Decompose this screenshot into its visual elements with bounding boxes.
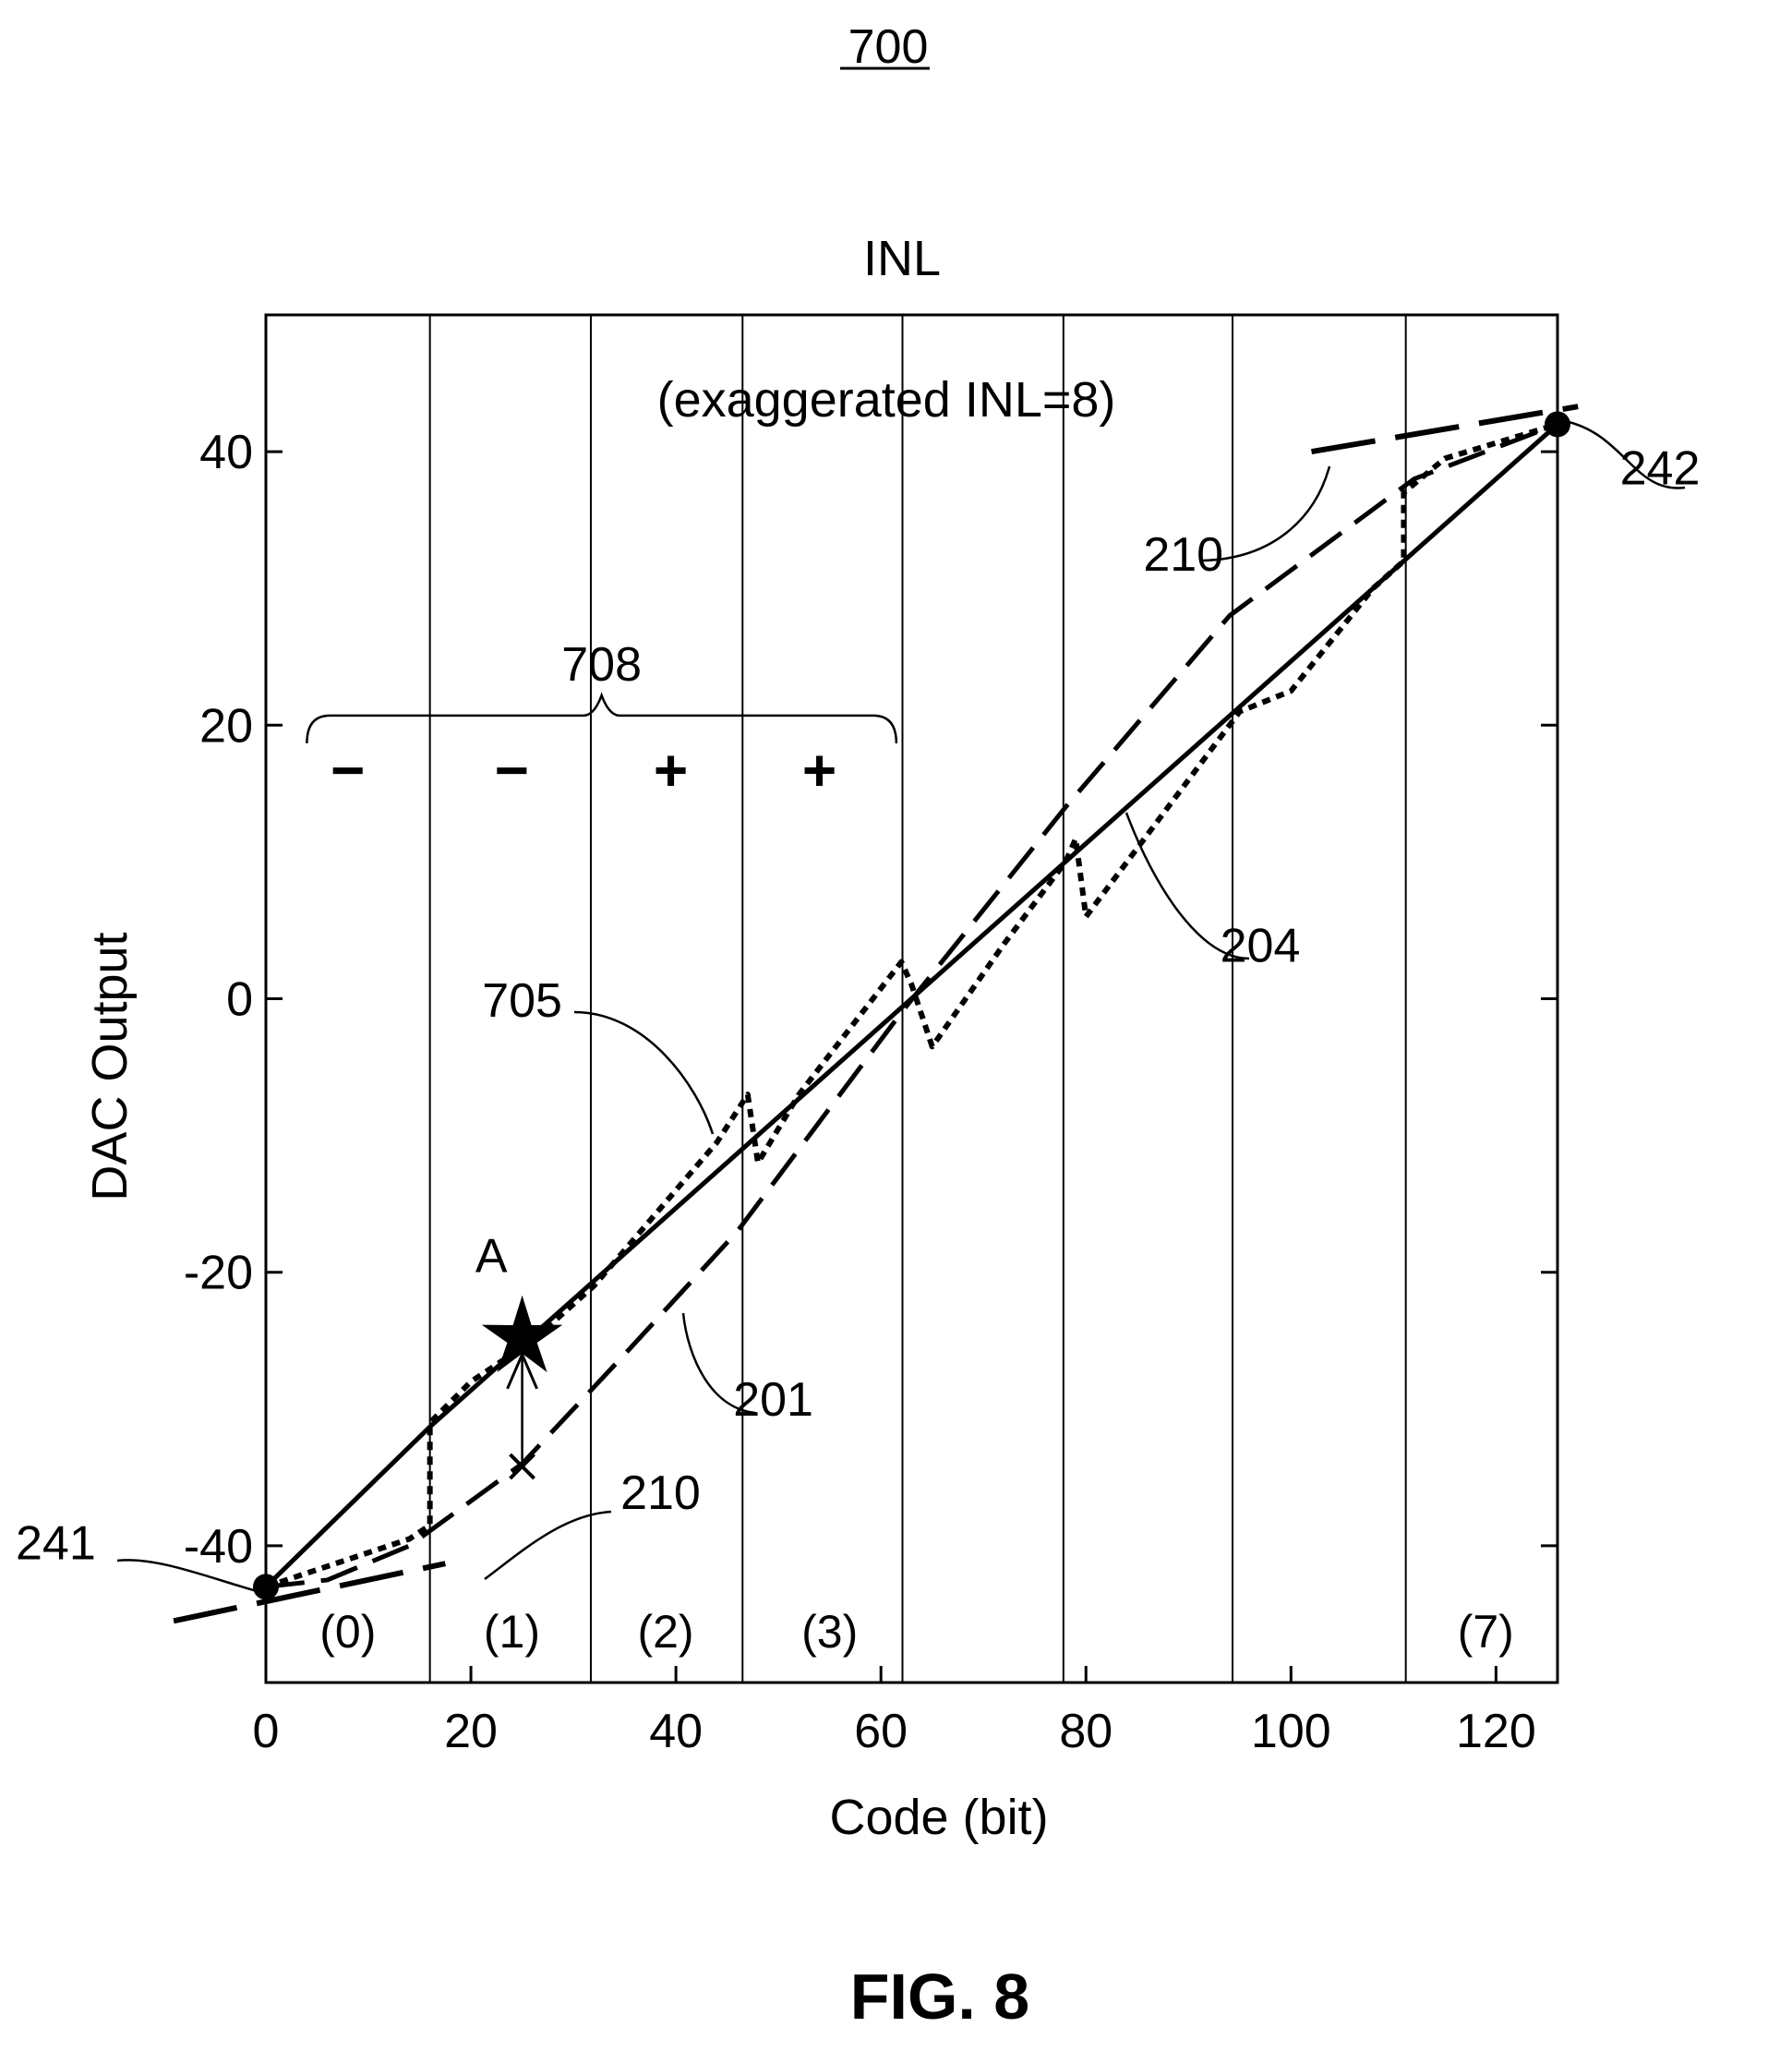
segment-label: (2) bbox=[637, 1606, 693, 1658]
star-marker-A bbox=[481, 1295, 563, 1372]
chart-subtitle: (exaggerated INL=8) bbox=[657, 372, 1116, 428]
offset-arrow-head bbox=[506, 1351, 538, 1390]
leader-242 bbox=[1564, 419, 1686, 489]
annotation-204: 204 bbox=[1221, 920, 1301, 973]
x-marker bbox=[509, 1453, 535, 1480]
series-201-line bbox=[265, 422, 1558, 1589]
segment-labels: (0) (1) (2) (3) (7) bbox=[319, 1606, 1514, 1658]
bracket-curve bbox=[306, 692, 898, 743]
annotation-210: 210 bbox=[620, 1466, 701, 1520]
x-tick-label: 20 bbox=[444, 1705, 498, 1758]
sign-label: − bbox=[495, 737, 529, 803]
bracket-label: 708 bbox=[561, 638, 642, 692]
y-tick-label: 0 bbox=[226, 973, 253, 1027]
leader-lines bbox=[116, 419, 1686, 1595]
y-tick-label: 20 bbox=[199, 699, 253, 753]
series-204-line bbox=[264, 422, 1559, 1589]
leader-201 bbox=[681, 1312, 756, 1415]
y-axis-label: DAC Output bbox=[82, 932, 138, 1200]
x-tick-label: 120 bbox=[1456, 1705, 1536, 1758]
figure-caption: FIG. 8 bbox=[850, 1961, 1029, 2033]
y-tick-label: -20 bbox=[184, 1247, 253, 1300]
leader-241 bbox=[116, 1559, 264, 1595]
series-210-part-0-line bbox=[173, 1561, 446, 1624]
annotation-201: 201 bbox=[733, 1373, 813, 1427]
x-tick-label: 0 bbox=[253, 1705, 280, 1758]
sign-label: + bbox=[802, 737, 836, 803]
segment-label: (7) bbox=[1458, 1606, 1514, 1658]
endpoint-241 bbox=[253, 1574, 279, 1600]
axis-ticks: 0 20 40 60 80 100 120 -40 -20 0 20 40 bbox=[184, 426, 1557, 1758]
series-layer bbox=[173, 404, 1579, 1624]
sign-label: − bbox=[331, 737, 365, 803]
series-210-part-1-line bbox=[1311, 404, 1579, 455]
markers bbox=[253, 411, 1570, 1600]
x-axis-label: Code (bit) bbox=[829, 1790, 1048, 1845]
annotation-242: 242 bbox=[1620, 442, 1701, 496]
y-tick-label: 40 bbox=[199, 426, 253, 479]
sign-label: + bbox=[654, 737, 688, 803]
chart-title: INL bbox=[863, 231, 941, 286]
leader-204 bbox=[1125, 812, 1250, 960]
segment-grid bbox=[428, 315, 1407, 1683]
x-tick-label: 40 bbox=[649, 1705, 703, 1758]
plot-frame bbox=[264, 313, 1559, 1684]
segment-label: (3) bbox=[801, 1606, 858, 1658]
series-705-line bbox=[265, 421, 1558, 1590]
leader-210-bottom bbox=[484, 1510, 612, 1580]
figure-number: 700 bbox=[848, 20, 929, 74]
polarity-signs: − − + + bbox=[331, 737, 836, 803]
annotation-A: A bbox=[475, 1230, 508, 1284]
x-tick-label: 80 bbox=[1059, 1705, 1112, 1758]
leader-210-top bbox=[1202, 465, 1331, 562]
reference-labels: A 204 201 705 210 210 241 242 bbox=[16, 442, 1700, 1571]
annotation-210: 210 bbox=[1143, 528, 1223, 582]
x-tick-label: 60 bbox=[854, 1705, 908, 1758]
segment-label: (0) bbox=[319, 1606, 376, 1658]
bracket-708: 708 bbox=[306, 638, 898, 743]
leader-705 bbox=[573, 1010, 715, 1135]
x-tick-label: 100 bbox=[1251, 1705, 1331, 1758]
annotation-241: 241 bbox=[16, 1517, 96, 1571]
y-tick-label: -40 bbox=[184, 1520, 253, 1574]
segment-label: (1) bbox=[484, 1606, 540, 1658]
annotation-705: 705 bbox=[482, 974, 562, 1028]
endpoint-242 bbox=[1545, 411, 1570, 438]
